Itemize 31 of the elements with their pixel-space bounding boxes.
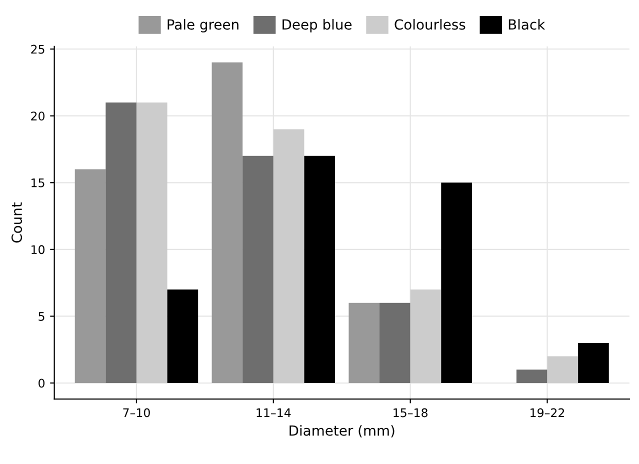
- legend-label: Pale green: [168, 18, 238, 32]
- legend-label: Black: [508, 18, 546, 30]
- bar: [136, 102, 168, 384]
- x-tick-label: 11–14: [256, 408, 291, 418]
- bar: [547, 356, 578, 384]
- bar: [74, 169, 106, 384]
- x-tick-label: 7–10: [123, 408, 150, 418]
- bar: [578, 342, 609, 384]
- legend-label: Colourless: [394, 18, 466, 30]
- y-tick-label: 10: [32, 245, 45, 254]
- bar: [516, 370, 548, 384]
- bar: [441, 182, 472, 384]
- bar: [273, 129, 304, 384]
- bar: [106, 102, 136, 384]
- bar: [380, 302, 410, 384]
- bar: [304, 156, 336, 384]
- bar: [242, 156, 274, 384]
- bar: [212, 62, 243, 384]
- y-tick-label: 15: [32, 178, 44, 188]
- bar: [167, 290, 198, 384]
- y-axis-title: Count: [12, 202, 22, 243]
- bar: [410, 290, 442, 384]
- x-axis-title: Diameter (mm): [290, 425, 394, 438]
- y-tick-label: 0: [38, 378, 45, 388]
- x-tick-label: 15–18: [394, 408, 428, 418]
- x-tick-label: 19–22: [530, 408, 564, 418]
- bar: [348, 302, 380, 384]
- y-tick-label: 20: [31, 112, 45, 121]
- y-tick-label: 25: [31, 44, 44, 54]
- legend-label: Deep blue: [282, 18, 352, 32]
- y-tick-label: 5: [38, 312, 44, 321]
